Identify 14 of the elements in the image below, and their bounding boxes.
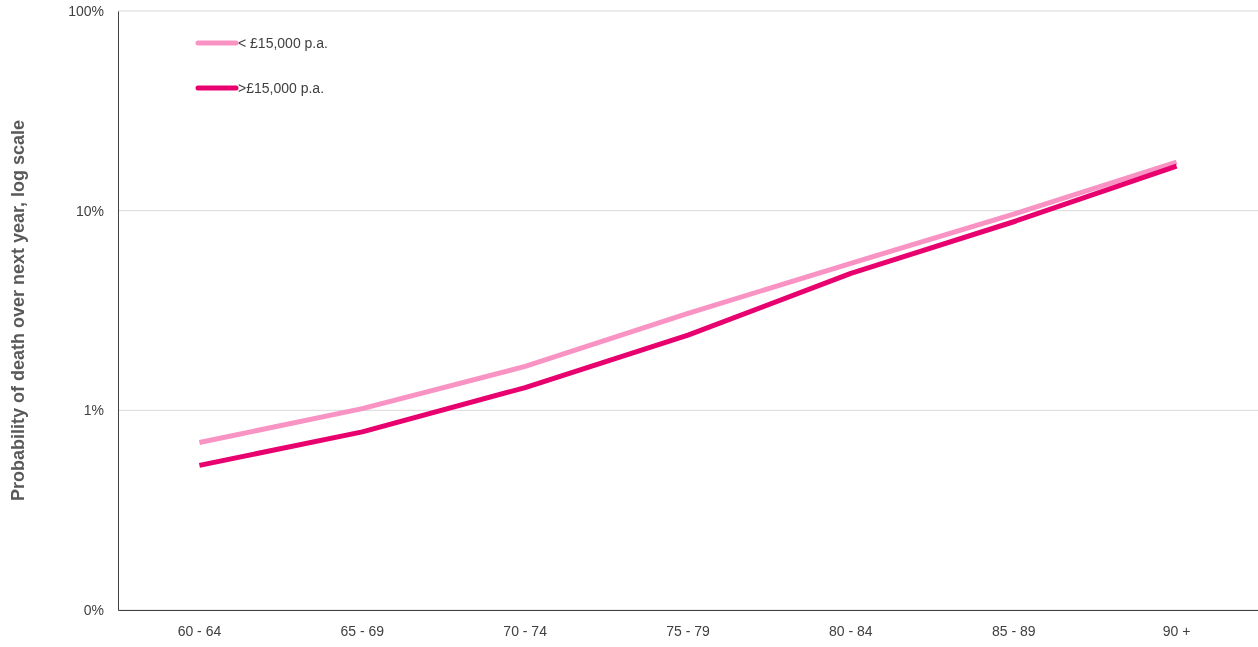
x-tick-label: 80 - 84: [829, 622, 873, 639]
x-tick-label: 90 +: [1162, 622, 1191, 639]
x-tick-label: 75 - 79: [666, 622, 710, 639]
y-tick-label: 100%: [68, 2, 104, 19]
y-axis-title: Probability of death over next year, log scale: [8, 119, 28, 502]
y-tick-label: 10%: [75, 202, 104, 219]
x-tick-label: 70 - 74: [503, 622, 548, 639]
x-tick-label: 85 - 89: [991, 622, 1036, 639]
y-tick-label: 0%: [83, 601, 104, 618]
x-tick-label: 60 - 64: [177, 622, 222, 639]
legend-label: < £15,000 p.a.: [238, 35, 328, 51]
x-tick-label: 65 - 69: [340, 622, 385, 639]
y-tick-label: 1%: [83, 402, 104, 419]
legend-label: >£15,000 p.a.: [238, 80, 325, 96]
